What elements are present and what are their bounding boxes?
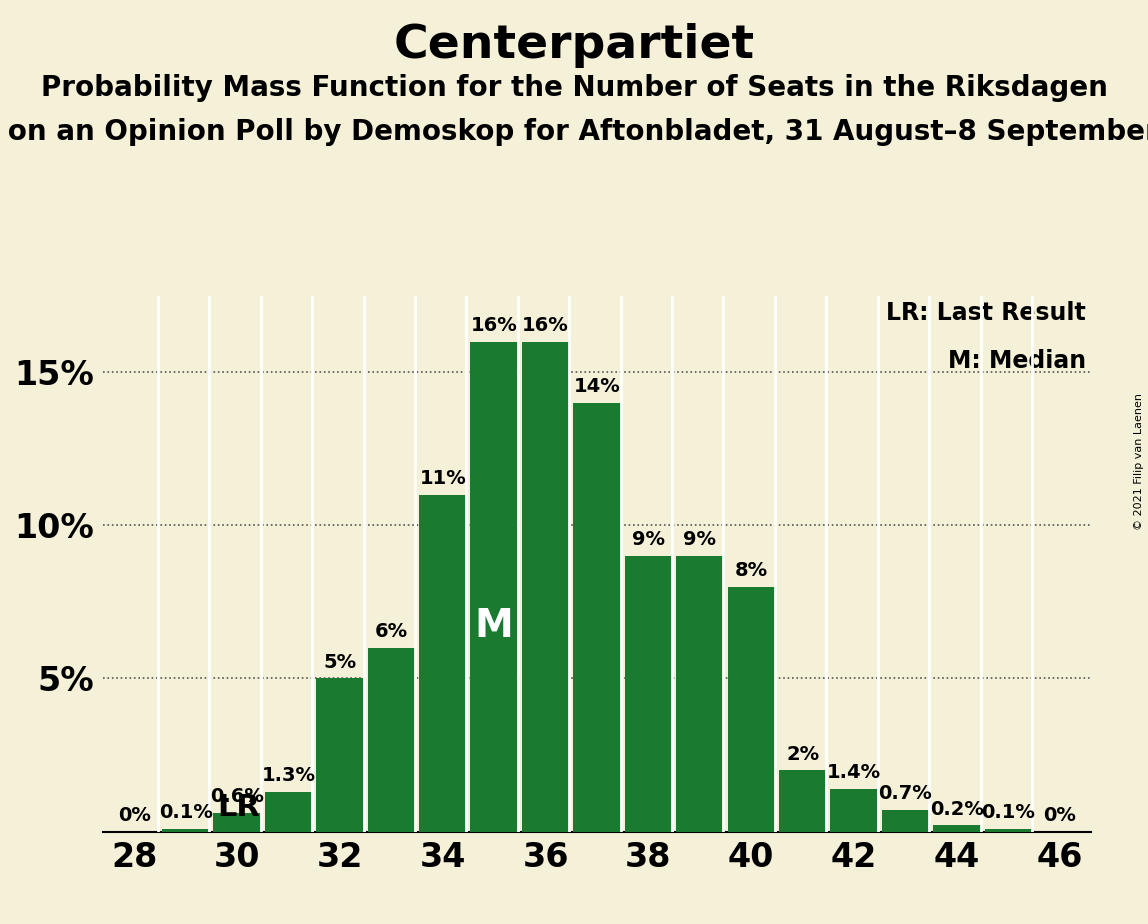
Text: 0.2%: 0.2% [930,800,984,819]
Bar [779,771,827,832]
Bar [419,494,466,832]
Bar [985,829,1032,832]
Text: 0.1%: 0.1% [982,803,1035,821]
Bar [728,587,775,832]
Bar [162,829,209,832]
Text: LR: LR [217,793,261,822]
Bar [367,648,414,832]
Text: LR: Last Result: LR: Last Result [886,301,1086,325]
Text: 5%: 5% [324,652,356,672]
Bar [676,556,723,832]
Text: © 2021 Filip van Laenen: © 2021 Filip van Laenen [1134,394,1143,530]
Text: Based on an Opinion Poll by Demoskop for Aftonbladet, 31 August–8 September 2021: Based on an Opinion Poll by Demoskop for… [0,118,1148,146]
Text: M: Median: M: Median [947,349,1086,373]
Bar [830,789,878,832]
Bar [933,825,980,832]
Text: 9%: 9% [631,530,665,549]
Text: 16%: 16% [471,316,518,334]
Text: 16%: 16% [522,316,569,334]
Text: Centerpartiet: Centerpartiet [394,23,754,68]
Text: 0.7%: 0.7% [878,784,932,804]
Text: 6%: 6% [374,622,408,641]
Bar [522,342,569,832]
Text: 14%: 14% [574,377,620,396]
Text: 11%: 11% [419,469,466,488]
Bar [882,810,929,832]
Bar [265,792,312,832]
Bar [214,813,261,832]
Text: M: M [475,607,513,645]
Text: 8%: 8% [735,561,768,580]
Text: 2%: 2% [786,745,820,763]
Bar [625,556,672,832]
Text: Probability Mass Function for the Number of Seats in the Riksdagen: Probability Mass Function for the Number… [40,74,1108,102]
Text: 0%: 0% [1044,806,1076,825]
Text: 1.4%: 1.4% [827,763,882,782]
Text: 9%: 9% [683,530,716,549]
Text: 1.3%: 1.3% [262,766,316,785]
Bar [471,342,518,832]
Text: 0.1%: 0.1% [158,803,212,821]
Text: 0.6%: 0.6% [210,787,264,807]
Bar [316,678,364,832]
Bar [573,403,621,832]
Text: 0%: 0% [118,806,150,825]
